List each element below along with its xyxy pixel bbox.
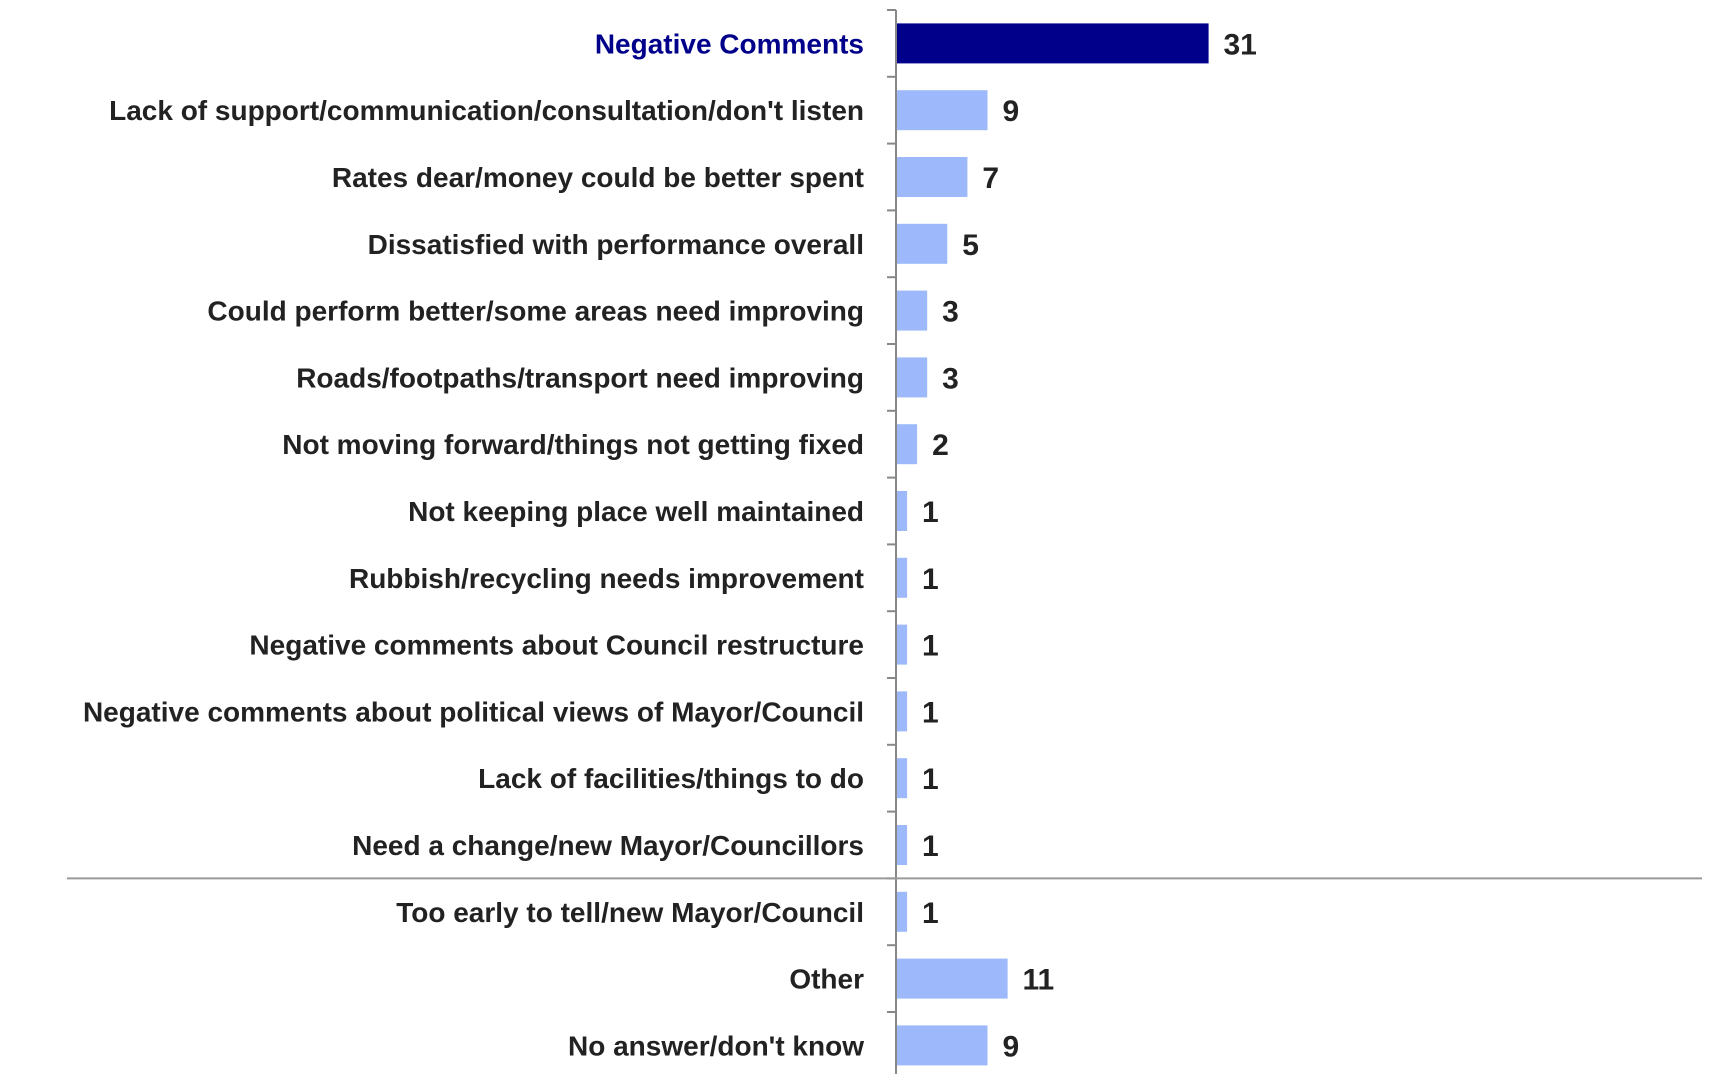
category-label-1: Negative Comments (595, 28, 864, 59)
value-label-7: 2 (932, 429, 949, 462)
value-label-8: 1 (922, 496, 939, 529)
category-label-10: Negative comments about Council restruct… (249, 630, 864, 661)
category-label-2: Lack of support/communication/consultati… (109, 95, 864, 126)
category-label-3: Rates dear/money could be better spent (332, 162, 864, 193)
value-label-1: 31 (1224, 28, 1257, 61)
bar-8 (897, 491, 908, 531)
bar-10 (897, 624, 908, 665)
category-labels-layer: Negative Comments Lack of support/communi… (83, 28, 864, 1061)
bar-5 (897, 290, 928, 331)
category-label-11: Negative comments about political views … (83, 696, 864, 727)
value-label-5: 3 (942, 296, 959, 329)
category-label-12: Lack of facilities/things to do (478, 763, 864, 794)
category-label-6: Roads/footpaths/transport need improving (296, 362, 864, 393)
bar-15 (897, 958, 1008, 999)
bar-16 (897, 1025, 988, 1066)
bar-3 (897, 157, 968, 197)
bar-2 (897, 90, 988, 131)
category-label-5: Could perform better/some areas need imp… (207, 296, 864, 327)
category-label-14: Too early to tell/new Mayor/Council (396, 897, 864, 928)
bar-12 (897, 758, 908, 799)
value-label-6: 3 (942, 362, 959, 395)
value-label-11: 1 (922, 696, 939, 729)
bar-9 (897, 557, 908, 598)
value-label-9: 1 (922, 563, 939, 596)
category-label-15: Other (789, 964, 864, 995)
bar-13 (897, 825, 908, 865)
value-label-16: 9 (1003, 1030, 1020, 1063)
value-label-13: 1 (922, 830, 939, 863)
bar-14 (897, 891, 908, 932)
category-label-16: No answer/don't know (568, 1030, 864, 1061)
category-label-9: Rubbish/recycling needs improvement (349, 563, 864, 594)
bar-7 (897, 424, 918, 465)
category-label-4: Dissatisfied with performance overall (368, 229, 864, 260)
bar-4 (897, 223, 948, 264)
bar-11 (897, 691, 908, 732)
category-label-8: Not keeping place well maintained (408, 496, 864, 527)
value-label-4: 5 (962, 229, 979, 262)
value-label-14: 1 (922, 897, 939, 930)
value-label-3: 7 (982, 162, 999, 195)
bar-1 (897, 23, 1209, 64)
axis-layer (67, 9, 1702, 1074)
bar-6 (897, 357, 928, 398)
value-label-15: 11 (1023, 964, 1055, 997)
value-label-12: 1 (922, 763, 939, 796)
bars-layer (897, 23, 1209, 1066)
value-label-10: 1 (922, 630, 939, 663)
value-label-2: 9 (1003, 95, 1020, 128)
category-label-7: Not moving forward/things not getting fi… (282, 429, 864, 460)
category-label-13: Need a change/new Mayor/Councillors (352, 830, 864, 861)
